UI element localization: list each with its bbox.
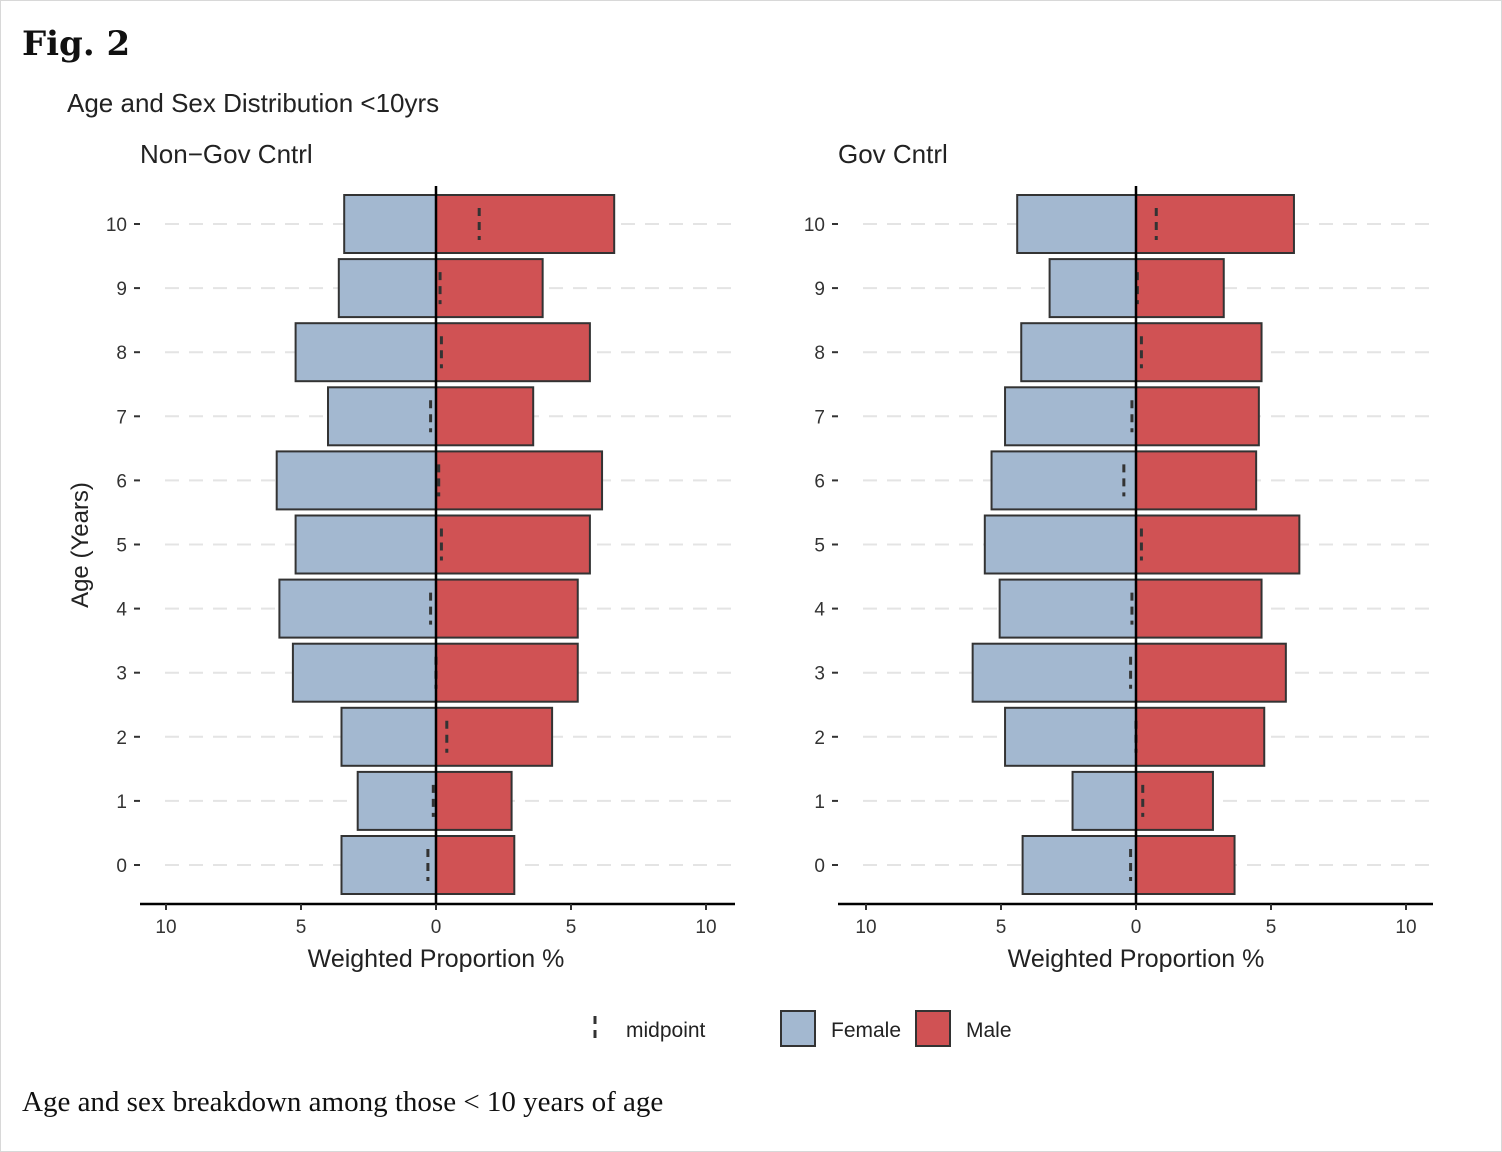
bar-female-age-5 (294, 514, 437, 575)
bar-male-age-6 (1135, 450, 1258, 511)
bar-male-age-4 (435, 578, 579, 639)
y-tick-label: 8 (814, 343, 825, 364)
bar-female-age-8 (294, 322, 437, 383)
y-tick-label: 3 (116, 664, 127, 685)
bar-male-age-2 (1135, 706, 1266, 767)
bar-female-age-4 (998, 578, 1138, 639)
legend-female-swatch (780, 1010, 816, 1047)
x-axis-label-right: Weighted Proportion % (1008, 945, 1265, 973)
panel-title-non-gov: Non−Gov Cntrl (140, 139, 313, 169)
y-tick-label: 4 (116, 600, 127, 621)
panel-title-gov: Gov Cntrl (838, 139, 948, 169)
bar-female-age-0 (1021, 835, 1137, 895)
bar-female-age-3 (291, 642, 437, 703)
chart-title: Age and Sex Distribution <10yrs (67, 88, 439, 118)
bar-male-age-7 (435, 386, 535, 447)
x-axis-label-left: Weighted Proportion % (308, 945, 565, 973)
x-tick-label: 5 (996, 917, 1007, 938)
y-tick-label: 10 (804, 215, 825, 236)
x-tick-label: 5 (296, 917, 307, 938)
bar-male-age-0 (1135, 835, 1236, 895)
y-tick-label: 2 (814, 728, 825, 749)
y-tick-label: 0 (814, 856, 825, 877)
legend: midpoint Female Male (593, 1010, 1012, 1047)
y-tick-label: 7 (814, 407, 825, 428)
bar-female-age-1 (1071, 770, 1138, 831)
legend-male-swatch (915, 1010, 951, 1047)
bar-male-age-1 (1135, 770, 1214, 831)
y-tick-label: 9 (814, 279, 825, 300)
y-tick-label: 5 (116, 536, 127, 557)
bar-male-age-5 (435, 514, 591, 575)
y-tick-label: 4 (814, 600, 825, 621)
bar-female-age-3 (971, 642, 1138, 703)
bar-female-age-2 (1004, 706, 1137, 767)
bar-female-age-9 (1048, 258, 1137, 319)
bar-male-age-9 (435, 258, 544, 319)
figure-caption: Age and sex breakdown among those < 10 y… (22, 1086, 664, 1118)
panel-1: 0 1 2 3 4 5 6 7 8 9 10 10 5 0 5 10 (804, 186, 1433, 938)
bar-female-age-0 (340, 835, 437, 895)
x-tick-label: 5 (566, 917, 577, 938)
y-tick-label: 6 (116, 471, 127, 492)
bar-female-age-7 (327, 386, 437, 447)
x-tick-label: 5 (1266, 917, 1277, 938)
y-tick-label: 3 (814, 664, 825, 685)
x-tick-label: 10 (1395, 917, 1416, 938)
bar-female-age-4 (278, 578, 437, 639)
bar-male-age-9 (1135, 258, 1225, 319)
x-tick-label: 0 (1131, 917, 1142, 938)
bar-female-age-5 (983, 514, 1137, 575)
x-tick-label: 10 (155, 917, 176, 938)
legend-midpoint-label: midpoint (626, 1019, 706, 1042)
bar-female-age-6 (275, 450, 438, 511)
bar-female-age-7 (1004, 386, 1137, 447)
panel-0: 0 1 2 3 4 5 6 7 8 9 10 10 5 0 5 10 (106, 186, 735, 938)
bar-female-age-10 (1016, 194, 1138, 254)
bar-male-age-2 (435, 706, 554, 767)
y-tick-label: 9 (116, 279, 127, 300)
x-tick-label: 0 (431, 917, 442, 938)
bar-male-age-3 (435, 642, 579, 703)
bar-male-age-10 (435, 194, 616, 254)
bar-male-age-7 (1135, 386, 1260, 447)
x-tick-label: 10 (695, 917, 716, 938)
bar-female-age-1 (356, 770, 438, 831)
bar-male-age-4 (1135, 578, 1263, 639)
y-tick-label: 2 (116, 728, 127, 749)
y-tick-label: 0 (116, 856, 127, 877)
bar-male-age-8 (435, 322, 591, 383)
y-tick-label: 1 (116, 792, 127, 813)
bar-female-age-8 (1020, 322, 1137, 383)
bar-male-age-3 (1135, 642, 1287, 703)
bar-female-age-2 (340, 706, 437, 767)
y-tick-label: 10 (106, 215, 127, 236)
bar-female-age-6 (990, 450, 1137, 511)
bar-male-age-8 (1135, 322, 1263, 383)
figure-label: Fig. 2 (22, 24, 131, 64)
bar-female-age-9 (337, 258, 437, 319)
bar-male-age-0 (435, 835, 516, 895)
bar-male-age-10 (1135, 194, 1295, 254)
bar-female-age-10 (343, 194, 438, 254)
legend-female-label: Female (831, 1019, 901, 1042)
y-tick-label: 7 (116, 407, 127, 428)
bar-male-age-5 (1135, 514, 1301, 575)
legend-male-label: Male (966, 1019, 1012, 1042)
y-tick-label: 5 (814, 536, 825, 557)
bar-male-age-6 (435, 450, 604, 511)
y-tick-label: 1 (814, 792, 825, 813)
bar-male-age-1 (435, 770, 513, 831)
y-tick-label: 6 (814, 471, 825, 492)
y-axis-label: Age (Years) (67, 482, 94, 608)
x-tick-label: 10 (855, 917, 876, 938)
y-tick-label: 8 (116, 343, 127, 364)
